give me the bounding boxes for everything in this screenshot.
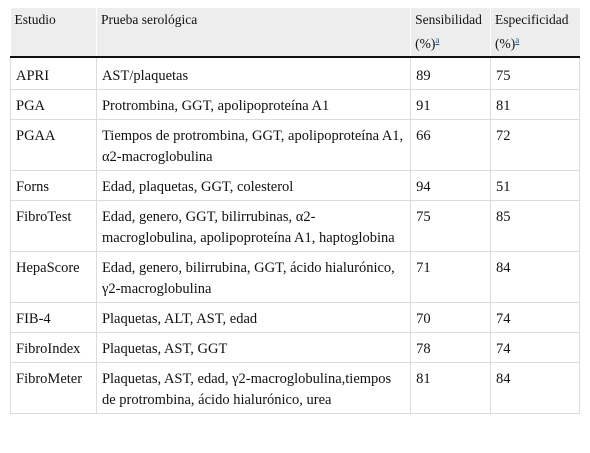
table-row: FibroIndex Plaquetas, AST, GGT 78 74 [10, 332, 580, 363]
cell-test: Tiempos de protrombina, GGT, apolipoprot… [95, 119, 412, 171]
header-sensitivity: Sensibilidad (%)a [410, 8, 491, 58]
serology-table: Estudio Prueba serológica Sensibilidad (… [10, 8, 580, 414]
cell-sensitivity: 91 [410, 89, 492, 120]
cell-test: Protrombina, GGT, apolipoproteína A1 [95, 89, 412, 120]
table-row: PGAA Tiempos de protrombina, GGT, apolipo… [10, 119, 580, 171]
footnote-link[interactable]: a [515, 35, 520, 45]
cell-test: Plaquetas, AST, edad, γ2-macroglobulina,… [95, 362, 412, 414]
cell-test: Plaquetas, AST, GGT [95, 332, 412, 363]
cell-specificity: 75 [490, 57, 580, 90]
cell-study: FIB-4 [10, 302, 97, 333]
cell-test: Plaquetas, ALT, AST, edad [95, 302, 412, 333]
cell-sensitivity: 66 [410, 119, 492, 171]
cell-specificity: 74 [490, 332, 580, 363]
cell-sensitivity: 71 [410, 251, 492, 303]
cell-study: Forns [10, 170, 97, 201]
cell-sensitivity: 78 [410, 332, 492, 363]
header-specificity: Especificidad (%)a [490, 8, 580, 58]
cell-test: Edad, genero, GGT, bilirrubinas, α2-macr… [95, 200, 412, 252]
cell-specificity: 85 [490, 200, 580, 252]
header-test: Prueba serológica [95, 8, 411, 58]
table-row: HepaScore Edad, genero, bilirrubina, GGT,… [10, 251, 580, 303]
cell-study: HepaScore [10, 251, 97, 303]
cell-specificity: 81 [490, 89, 580, 120]
header-study: Estudio [10, 8, 97, 58]
table-row: Forns Edad, plaquetas, GGT, colesterol 94 5… [10, 170, 580, 201]
cell-sensitivity: 70 [410, 302, 492, 333]
cell-specificity: 84 [490, 362, 580, 414]
cell-test: AST/plaquetas [95, 57, 412, 90]
cell-specificity: 74 [490, 302, 580, 333]
table-row: FibroMeter Plaquetas, AST, edad, γ2-macro… [10, 362, 580, 414]
cell-sensitivity: 81 [410, 362, 492, 414]
cell-sensitivity: 75 [410, 200, 492, 252]
table-row: FibroTest Edad, genero, GGT, bilirrubinas… [10, 200, 580, 252]
cell-sensitivity: 89 [410, 57, 492, 90]
cell-test: Edad, plaquetas, GGT, colesterol [95, 170, 412, 201]
cell-study: FibroIndex [10, 332, 97, 363]
cell-test: Edad, genero, bilirrubina, GGT, ácido hi… [95, 251, 412, 303]
table-row: PGA Protrombina, GGT, apolipoproteína A1 9… [10, 89, 580, 120]
table-row: APRI AST/plaquetas 89 75 [10, 57, 580, 90]
cell-specificity: 72 [490, 119, 580, 171]
table-row: FIB-4 Plaquetas, ALT, AST, edad 70 74 [10, 302, 580, 333]
header-row: Estudio Prueba serológica Sensibilidad (… [10, 8, 580, 58]
cell-study: APRI [10, 57, 97, 90]
cell-study: FibroTest [10, 200, 97, 252]
cell-study: PGA [10, 89, 97, 120]
footnote-link[interactable]: a [435, 35, 440, 45]
cell-study: PGAA [10, 119, 97, 171]
cell-specificity: 51 [490, 170, 580, 201]
cell-sensitivity: 94 [410, 170, 492, 201]
cell-specificity: 84 [490, 251, 580, 303]
cell-study: FibroMeter [10, 362, 97, 414]
